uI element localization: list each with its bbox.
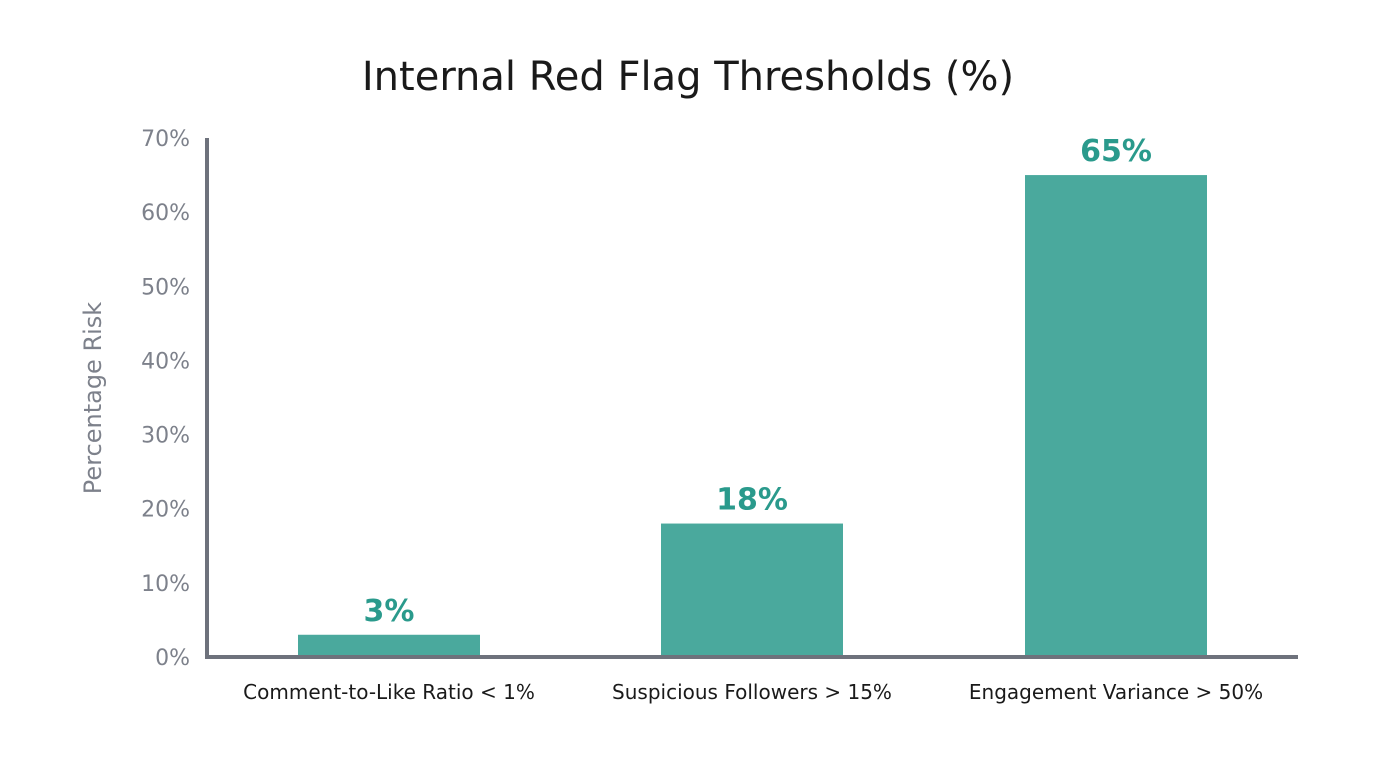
data-label: 3% (364, 594, 415, 629)
x-tick-label: Suspicious Followers > 15% (612, 680, 892, 704)
bar (1025, 175, 1207, 656)
y-axis-label: Percentage Risk (79, 302, 107, 494)
bar (298, 634, 480, 655)
y-tick-label: 20% (141, 498, 190, 523)
y-tick-label: 50% (141, 275, 190, 300)
x-tick-label: Comment-to-Like Ratio < 1% (243, 680, 535, 704)
y-tick-label: 70% (141, 127, 190, 152)
y-tick-label: 60% (141, 201, 190, 226)
data-label: 18% (716, 483, 788, 518)
y-tick-label: 10% (141, 572, 190, 597)
y-tick-label: 0% (155, 646, 190, 671)
bar (661, 523, 843, 655)
data-label: 65% (1080, 134, 1152, 169)
y-tick-label: 40% (141, 349, 190, 374)
x-tick-label: Engagement Variance > 50% (969, 680, 1263, 704)
chart-title: Internal Red Flag Thresholds (%) (362, 54, 1014, 100)
y-tick-label: 30% (141, 424, 190, 449)
